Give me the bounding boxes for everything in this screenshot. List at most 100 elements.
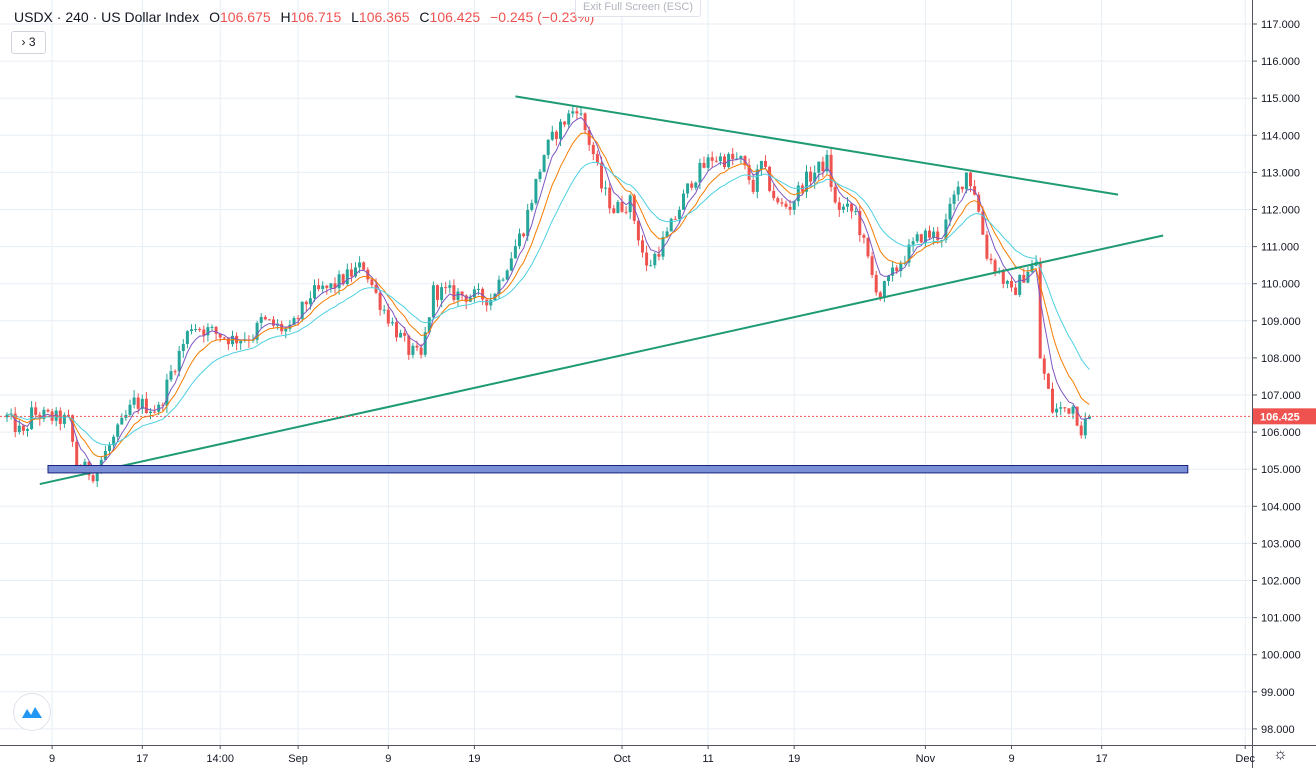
candle-body: [837, 202, 841, 210]
candle-body: [1067, 408, 1071, 414]
candle-body: [616, 201, 620, 213]
candle-body: [821, 161, 825, 172]
symbol[interactable]: USDX: [14, 9, 53, 25]
candle-body: [891, 267, 895, 276]
candle-body: [755, 169, 759, 192]
candle-body: [108, 445, 111, 451]
candle-body: [276, 323, 280, 326]
candle-body: [272, 319, 275, 326]
price-tick-label: 101.000: [1261, 613, 1301, 625]
candle-body: [444, 287, 448, 289]
moving-average-line-20: [6, 161, 1090, 446]
settings-gear-icon[interactable]: ☼: [1273, 746, 1288, 763]
candle-body: [1030, 265, 1034, 272]
candle-body: [718, 156, 722, 162]
candle-body: [460, 291, 464, 296]
candle-body: [895, 267, 899, 272]
candle-body: [140, 398, 144, 409]
candle-body: [452, 285, 456, 300]
candle-body: [1071, 406, 1075, 414]
time-tick-label: 17: [136, 753, 148, 765]
candle-body: [390, 322, 394, 324]
candle-body: [464, 295, 468, 302]
candle-body: [1059, 407, 1063, 409]
candle-body: [75, 441, 79, 468]
candle-body: [620, 201, 624, 212]
time-tick-label: 14:00: [206, 753, 234, 765]
candle-body: [575, 111, 579, 114]
candle-body: [550, 131, 554, 140]
candle-body: [300, 301, 304, 319]
candle-body: [362, 262, 366, 270]
candle-body: [112, 436, 116, 446]
candle-body: [887, 275, 890, 282]
candle-body: [690, 183, 694, 188]
time-tick-label: 17: [1096, 753, 1108, 765]
candle-body: [382, 309, 386, 311]
candle-body: [136, 397, 140, 409]
candle-body: [13, 413, 17, 432]
candle-body: [313, 285, 316, 299]
candle-body: [735, 158, 739, 160]
candle-body: [559, 121, 562, 139]
trend-line: [515, 95, 1119, 196]
candle-body: [489, 299, 493, 306]
candle-body: [587, 130, 591, 145]
moving-average-line-10: [6, 132, 1090, 458]
candle-body: [944, 219, 948, 241]
price-tick-label: 98.000: [1261, 724, 1295, 736]
candle-body: [932, 231, 936, 238]
candle-body: [805, 171, 808, 192]
candle-body: [850, 203, 854, 212]
candle-body: [747, 165, 751, 180]
candle-body: [26, 429, 29, 431]
candle-body: [1014, 287, 1018, 295]
candle-body: [513, 246, 517, 259]
moving-average-line-5: [6, 116, 1090, 468]
candle-body: [841, 206, 845, 210]
interval[interactable]: 240: [65, 9, 89, 25]
candle-body: [149, 411, 152, 414]
indicators-toggle-button[interactable]: › 3: [11, 31, 46, 54]
change-value: −0.245 (−0.23%): [490, 9, 595, 25]
candle-body: [284, 328, 288, 332]
candle-body: [768, 166, 772, 191]
candle-body: [600, 162, 603, 189]
candle-body: [673, 218, 677, 220]
candle-body: [190, 329, 193, 332]
price-tick-label: 110.000: [1261, 279, 1300, 291]
candle-body: [165, 379, 169, 406]
candle-body: [226, 338, 230, 345]
candle-body: [296, 318, 300, 320]
candle-body: [161, 404, 165, 406]
candle-body: [239, 340, 243, 344]
candle-body: [751, 179, 755, 192]
candle-body: [99, 459, 103, 468]
candle-body: [259, 317, 263, 323]
exit-fullscreen-button[interactable]: Exit Full Screen (ESC): [575, 0, 701, 17]
tradingview-logo-icon[interactable]: [13, 693, 51, 731]
candle-body: [71, 415, 75, 442]
candle-body: [825, 154, 829, 172]
candle-body: [595, 154, 599, 163]
price-tick-label: 108.000: [1261, 353, 1301, 365]
candle-body: [370, 279, 374, 286]
candle-body: [427, 317, 431, 333]
candle-body: [423, 332, 427, 355]
candle-body: [989, 258, 993, 261]
candle-body: [915, 234, 919, 242]
time-tick-label: Sep: [288, 753, 308, 765]
candle-body: [42, 409, 46, 419]
candle-body: [329, 283, 333, 288]
price-tick-label: 107.000: [1261, 390, 1301, 402]
candle-body: [1022, 274, 1026, 283]
candle-body: [1051, 388, 1054, 413]
last-price-label-bg: [1253, 408, 1316, 425]
candle-body: [854, 210, 858, 212]
candle-body: [38, 414, 42, 419]
candle-body: [649, 265, 653, 267]
candle-body: [571, 111, 575, 114]
candle-body: [870, 256, 874, 275]
candle-body: [1018, 274, 1022, 295]
